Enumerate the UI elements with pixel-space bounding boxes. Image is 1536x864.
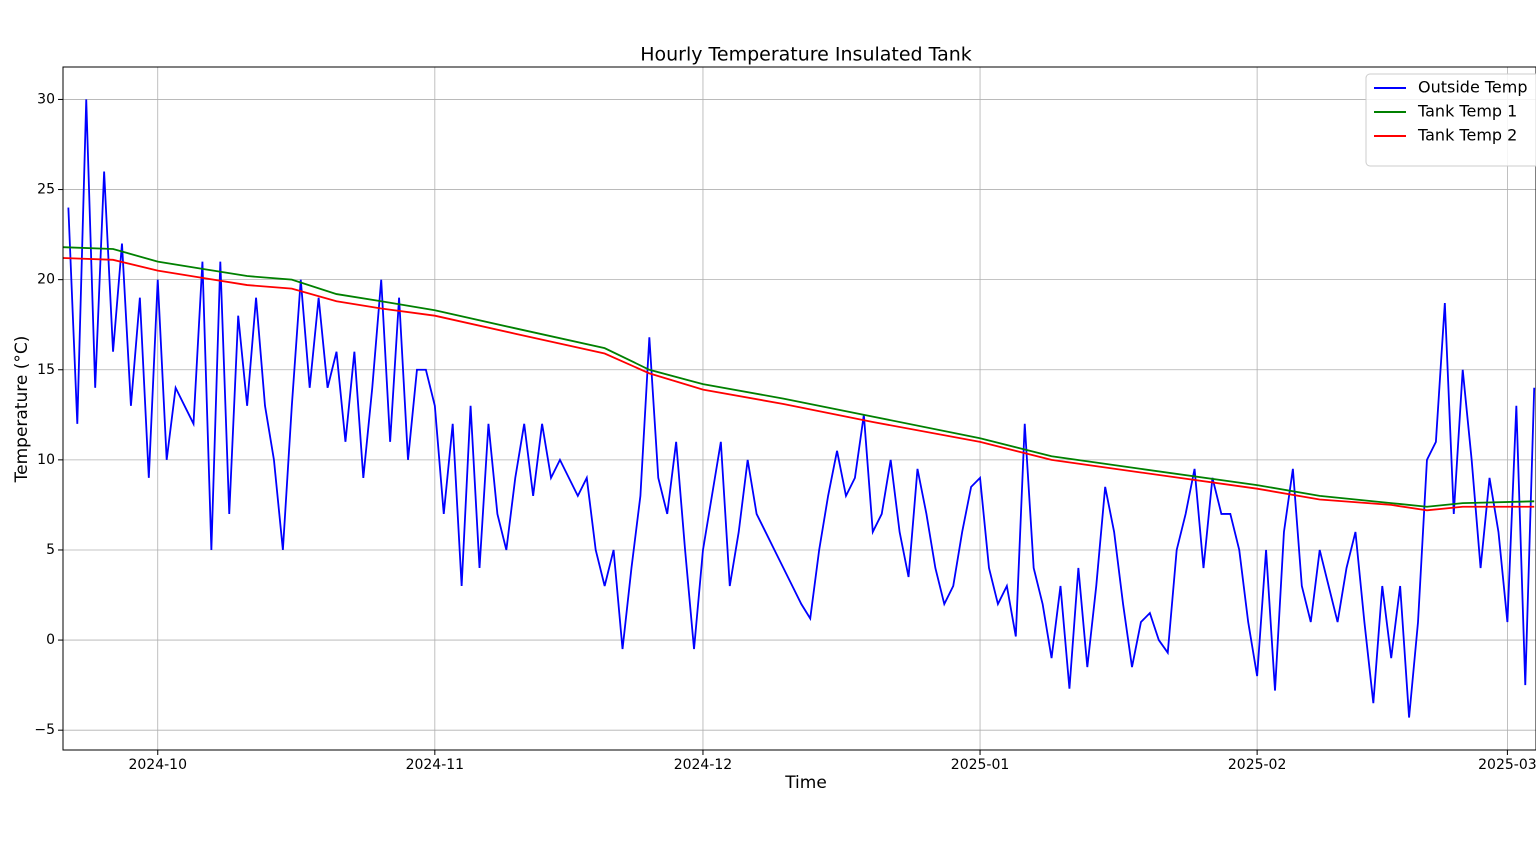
plot-frame [62, 66, 1536, 751]
y-tick-label: 5 [46, 542, 55, 558]
x-tick-label: 2024-10 [128, 757, 187, 773]
x-tick-label: 2025-01 [951, 757, 1010, 773]
series-line [63, 257, 1535, 512]
y-tick-label: 30 [37, 91, 55, 107]
x-tick-label: 2025-02 [1228, 757, 1287, 773]
legend-box [1365, 73, 1536, 167]
x-tick-label: 2024-12 [674, 757, 733, 773]
legend-label: Tank Temp 1 [1417, 102, 1517, 121]
legend-label: Tank Temp 2 [1417, 126, 1517, 145]
y-tick-label: 10 [37, 452, 55, 468]
y-tick-label: 15 [37, 362, 55, 378]
x-axis-label: Time [784, 773, 827, 793]
legend-label: Outside Temp [1418, 78, 1528, 97]
y-axis-label: Temperature (°C) [12, 336, 32, 484]
y-tick-label: 25 [37, 182, 55, 198]
series-line [63, 246, 1535, 508]
chart-title: Hourly Temperature Insulated Tank [640, 44, 972, 66]
x-tick-label: 2025-03 [1478, 757, 1536, 773]
y-tick-label: 20 [37, 272, 55, 288]
y-tick-label: −5 [34, 722, 55, 738]
y-tick-label: 0 [46, 632, 55, 648]
x-tick-label: 2024-11 [406, 757, 465, 773]
